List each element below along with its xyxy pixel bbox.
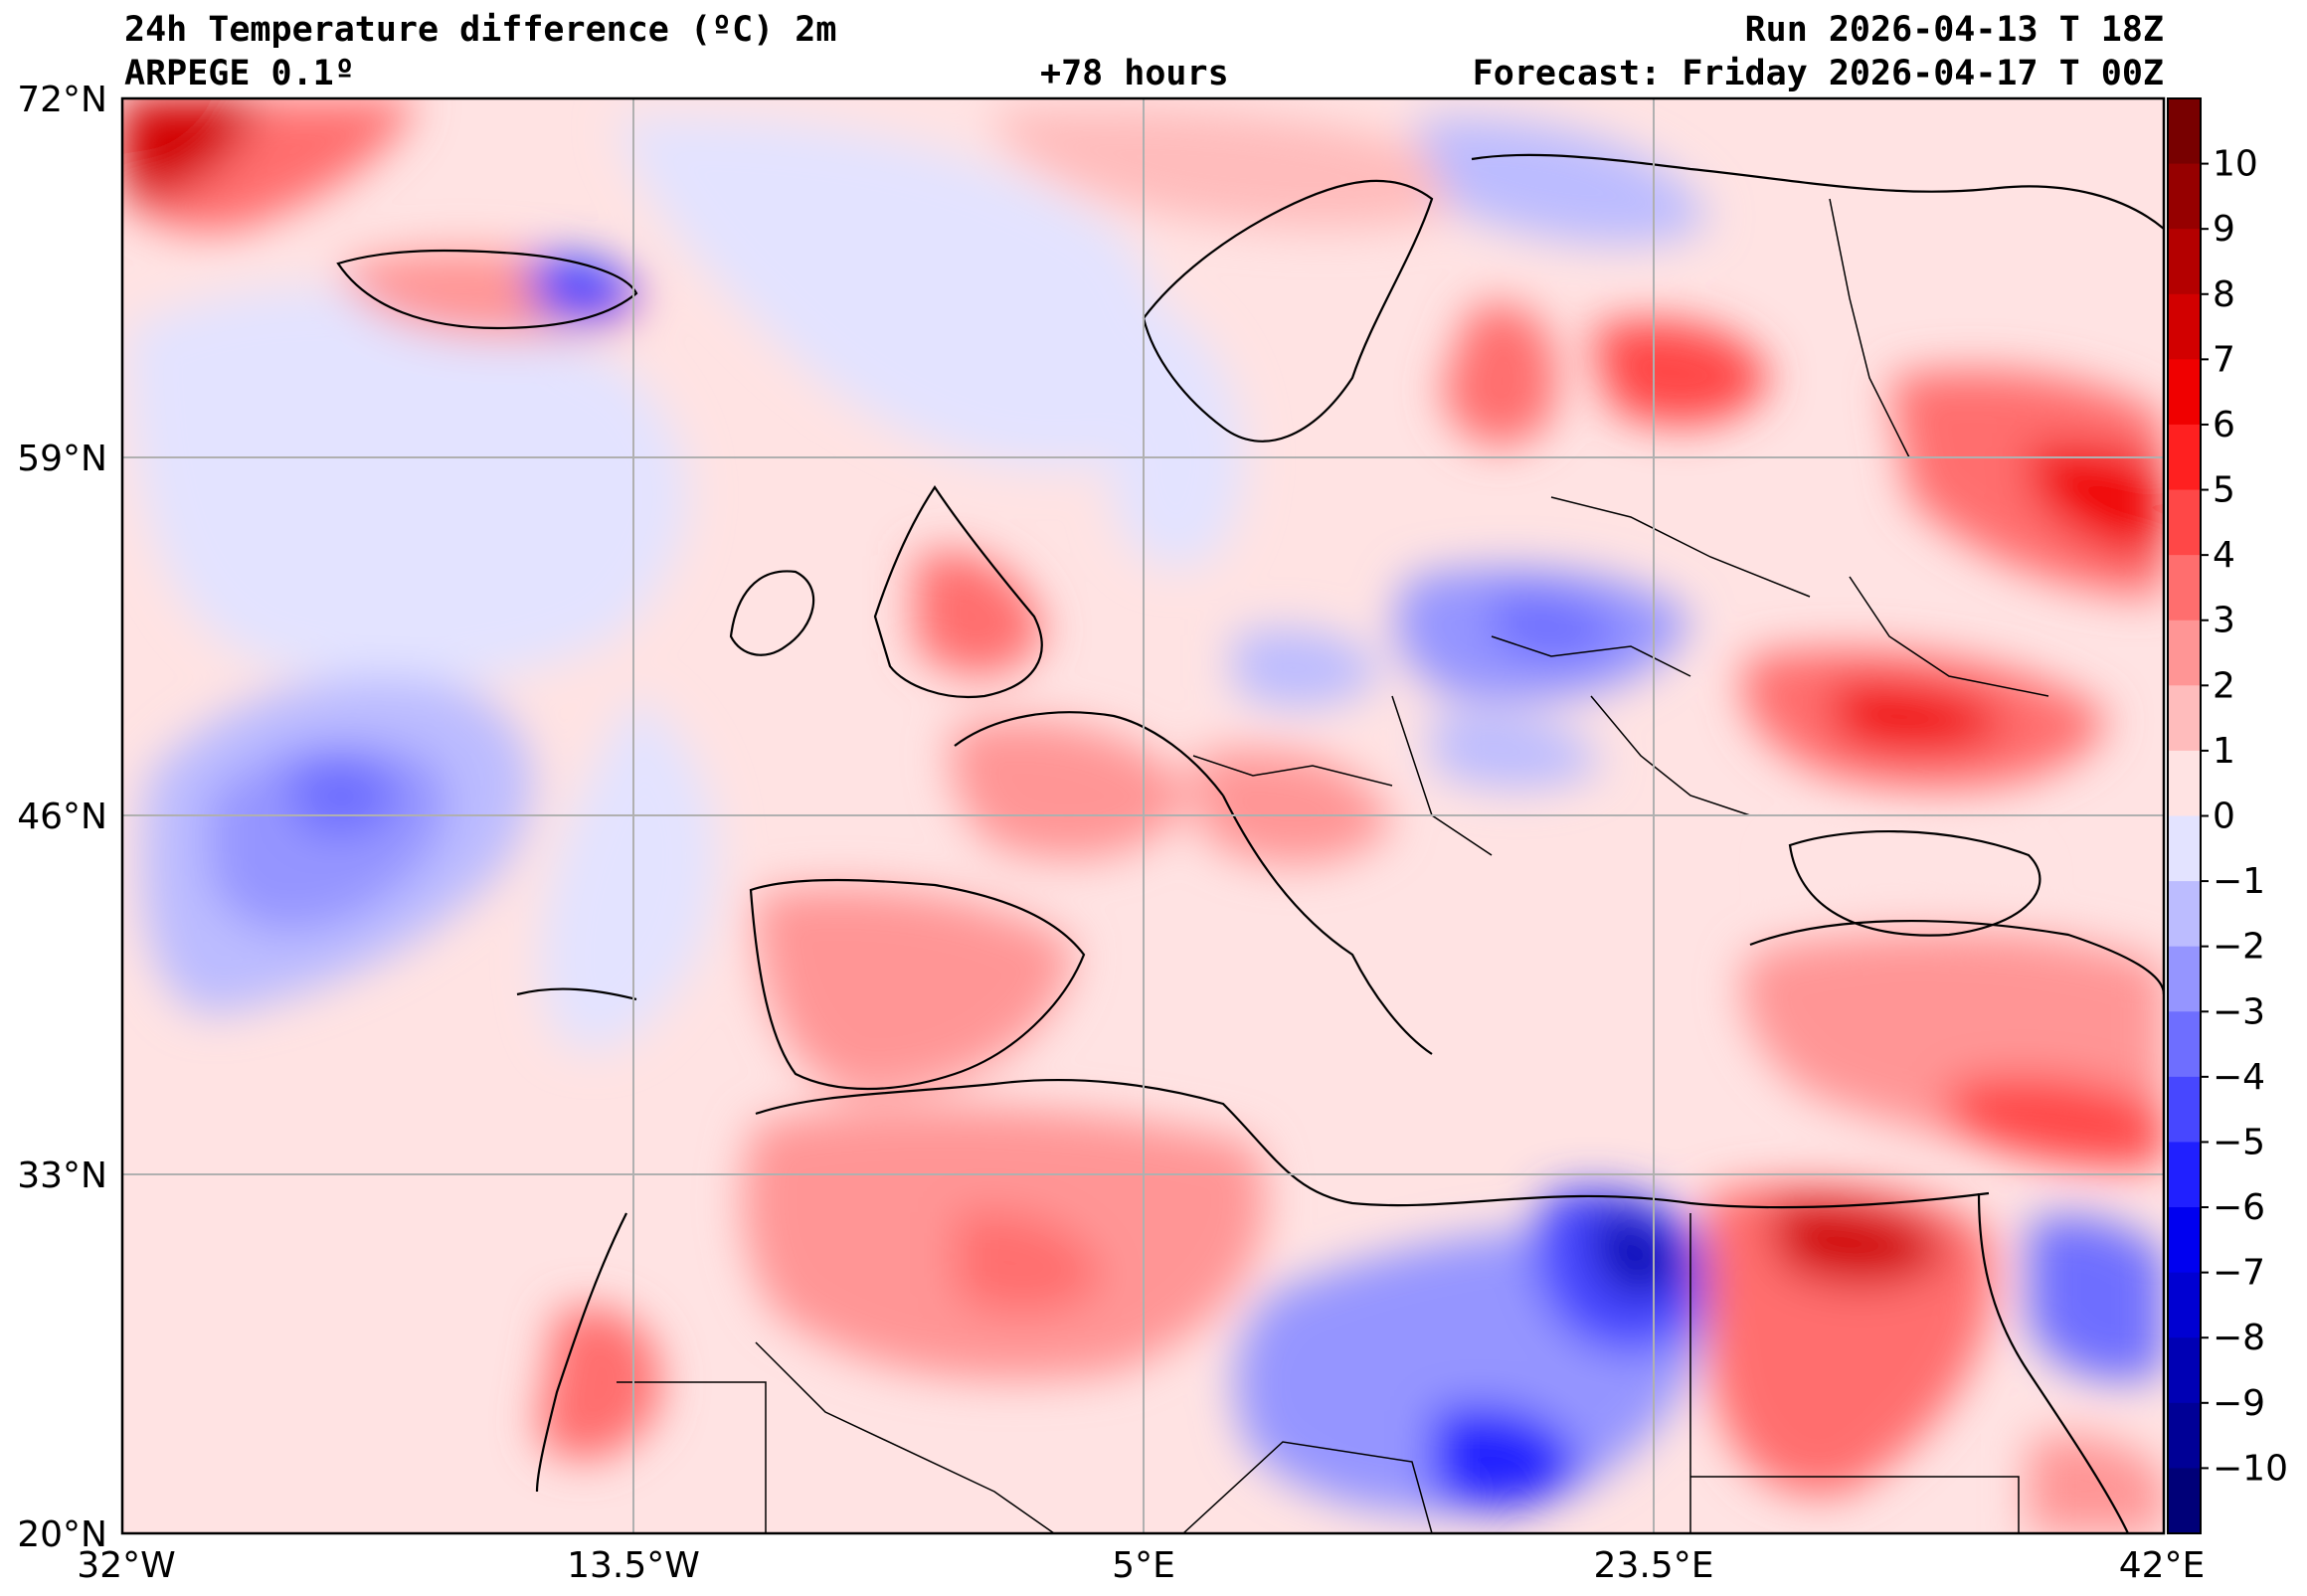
colorbar-label: 8 <box>2213 274 2235 315</box>
colorbar-swatch <box>2168 1207 2201 1274</box>
colorbar-swatch <box>2168 946 2201 1012</box>
colorbar-swatch <box>2168 1272 2201 1338</box>
colorbar-swatch <box>2168 555 2201 621</box>
colorbar-label: −5 <box>2213 1122 2265 1162</box>
colorbar-swatch <box>2168 1468 2201 1534</box>
lat-label: 33°N <box>17 1155 107 1196</box>
lon-label: 42°E <box>2119 1545 2206 1586</box>
coastlines <box>336 153 2164 1533</box>
colorbar-label: 3 <box>2213 601 2235 641</box>
colorbar-swatch <box>2168 1402 2201 1469</box>
colorbar-label: 4 <box>2213 535 2235 576</box>
colorbar-label: 10 <box>2213 144 2258 185</box>
map-frame <box>120 96 2166 1535</box>
lat-label: 72°N <box>17 80 107 120</box>
colorbar-label: −1 <box>2213 861 2265 902</box>
colorbar-label: −6 <box>2213 1187 2265 1228</box>
lon-label: 13.5°W <box>567 1545 700 1586</box>
colorbar-swatch <box>2168 163 2201 230</box>
colorbar-swatch <box>2168 489 2201 556</box>
colorbar-label: −9 <box>2213 1383 2265 1424</box>
colorbar-label: −10 <box>2213 1448 2288 1489</box>
colorbar-swatch <box>2168 1011 2201 1078</box>
colorbar-swatch <box>2168 881 2201 948</box>
colorbar-label: −3 <box>2213 991 2265 1032</box>
temperature-field <box>122 98 2164 1533</box>
run-time: Run 2026-04-13 T 18Z <box>1744 10 2164 50</box>
chart-title: 24h Temperature difference (ºC) 2m <box>124 10 837 50</box>
lead-time: +78 hours <box>1040 54 1229 93</box>
colorbar-label: 0 <box>2213 797 2235 837</box>
colorbar-swatch <box>2168 1076 2201 1143</box>
lat-label: 20°N <box>17 1514 107 1555</box>
colorbar-label: 7 <box>2213 339 2235 380</box>
lon-label: 32°W <box>77 1545 175 1586</box>
colorbar-swatch <box>2168 98 2201 165</box>
lat-labels: 72°N 59°N 46°N 33°N 20°N <box>17 80 107 1555</box>
colorbar-swatch <box>2168 1142 2201 1208</box>
colorbar-label: 6 <box>2213 405 2235 445</box>
colorbar-label: 1 <box>2213 731 2235 772</box>
colorbar-label: 9 <box>2213 209 2235 250</box>
lat-label: 59°N <box>17 439 107 479</box>
borders <box>617 198 2049 1533</box>
forecast-time: Forecast: Friday 2026-04-17 T 00Z <box>1472 54 2164 93</box>
colorbar-label: −2 <box>2213 927 2265 968</box>
lon-label: 23.5°E <box>1594 1545 1714 1586</box>
colorbar-label: −8 <box>2213 1318 2265 1358</box>
colorbar-label: 5 <box>2213 470 2235 511</box>
colorbar-swatch <box>2168 685 2201 752</box>
lon-label: 5°E <box>1112 1545 1175 1586</box>
colorbar-label: −7 <box>2213 1253 2265 1294</box>
colorbar-swatch <box>2168 229 2201 295</box>
colorbar-swatch <box>2168 620 2201 686</box>
model-name: ARPEGE 0.1º <box>124 54 355 93</box>
colorbar-swatch <box>2168 293 2201 360</box>
gridlines <box>122 98 2164 1533</box>
colorbar-swatch <box>2168 424 2201 491</box>
colorbar-swatch <box>2168 1337 2201 1404</box>
lat-label: 46°N <box>17 797 107 837</box>
colorbar-label: −4 <box>2213 1057 2265 1098</box>
colorbar-label: 2 <box>2213 665 2235 706</box>
colorbar-swatch <box>2168 750 2201 816</box>
colorbar-swatch <box>2168 815 2201 882</box>
lon-labels: 32°W 13.5°W 5°E 23.5°E 42°E <box>77 1545 2205 1586</box>
colorbar-swatch <box>2168 359 2201 426</box>
